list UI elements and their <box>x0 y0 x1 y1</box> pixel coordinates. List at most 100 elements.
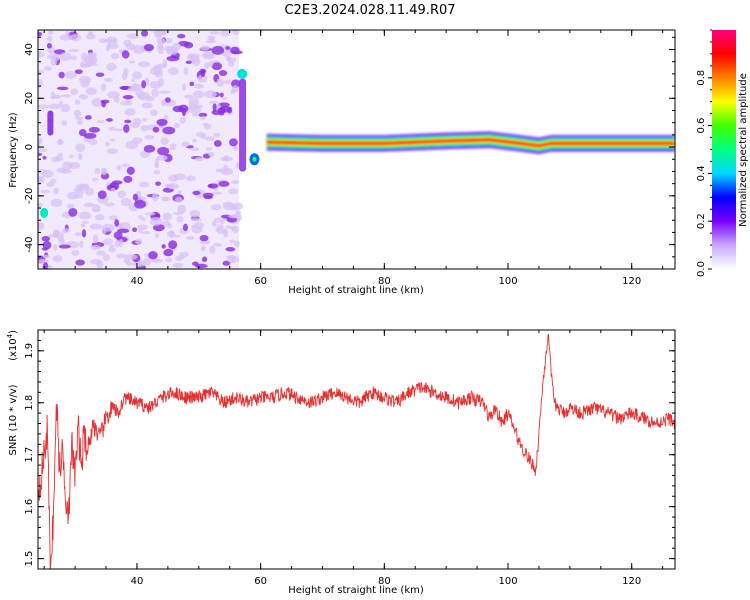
scatter-blob <box>126 87 139 92</box>
transition-band <box>239 78 247 172</box>
scatter-blob <box>213 217 224 223</box>
scatter-blob <box>121 163 130 168</box>
scatter-blob <box>96 119 105 124</box>
scatter-blob <box>201 256 208 263</box>
scatter-blob <box>137 61 151 68</box>
x-tick-label: 80 <box>378 576 391 587</box>
scatter-blob <box>227 106 233 114</box>
scatter-blob <box>59 34 72 41</box>
scatter-blob <box>192 261 199 266</box>
scatter-blob <box>235 210 242 215</box>
scatter-blob <box>223 202 236 211</box>
scatter-blob <box>192 112 199 117</box>
scatter-blob <box>135 88 145 98</box>
scatter-blob <box>228 214 240 219</box>
scatter-blob <box>83 202 95 208</box>
scatter-blob <box>149 81 162 89</box>
scatter-blob <box>64 71 77 79</box>
scatter-blob <box>61 120 68 126</box>
scatter-blob <box>158 90 171 94</box>
spectrogram-scatter-region <box>38 30 244 269</box>
scatter-blob <box>154 233 159 238</box>
scatter-blob <box>208 151 215 157</box>
scatter-blob <box>88 126 101 133</box>
scatter-blob <box>101 100 107 108</box>
scatter-blob <box>70 88 78 96</box>
scatter-blob <box>74 116 84 120</box>
y-tick-label: 20 <box>24 92 35 105</box>
scatter-blob <box>116 164 122 171</box>
scatter-blob <box>131 262 145 267</box>
scatter-blob <box>47 35 53 42</box>
scatter-blob <box>190 217 202 222</box>
scatter-blob <box>81 220 90 224</box>
scatter-blob <box>57 152 63 159</box>
x-tick-label: 60 <box>254 276 267 287</box>
scatter-blob <box>102 254 110 262</box>
scatter-blob <box>181 83 187 91</box>
scatter-blob <box>113 231 123 240</box>
scatter-blob <box>200 69 206 78</box>
scatter-blob <box>101 227 107 235</box>
scatter-blob <box>141 102 153 109</box>
scatter-blob <box>139 181 150 188</box>
scatter-blob <box>121 86 129 91</box>
scatter-blob <box>179 116 186 124</box>
scatter-blob <box>68 48 80 53</box>
scatter-blob <box>222 260 231 266</box>
scatter-blob <box>92 234 99 244</box>
scatter-blob <box>41 247 49 251</box>
scatter-blob <box>164 257 173 263</box>
scatter-blob <box>211 45 225 55</box>
scatter-blob <box>230 46 240 55</box>
scatter-blob <box>38 51 45 58</box>
scatter-blob <box>125 140 139 150</box>
scatter-blob <box>162 126 176 135</box>
scatter-blob <box>108 244 115 248</box>
scatter-blob <box>114 219 120 227</box>
snr-xlabel: Height of straight line (km) <box>288 585 424 596</box>
scatter-blob <box>68 154 74 159</box>
scatter-blob <box>149 216 163 226</box>
scatter-blob <box>221 96 228 100</box>
scatter-blob <box>69 34 82 42</box>
scatter-blob <box>106 148 119 154</box>
scatter-blob <box>89 223 103 230</box>
snr-ylabel: SNR (10 * v/v) <box>8 384 19 455</box>
scatter-blob <box>172 105 184 113</box>
scatter-blob <box>152 224 165 232</box>
scatter-blob <box>153 169 161 175</box>
svg-text:(x104): (x104) <box>6 330 19 361</box>
scatter-blob <box>115 239 121 248</box>
scatter-blob <box>58 244 71 249</box>
scatter-blob <box>144 212 156 216</box>
scatter-blob <box>101 83 107 92</box>
x-tick-label: 100 <box>498 576 517 587</box>
snr-multiplier-exp: 4 <box>6 333 14 338</box>
snr-multiplier-close: ) <box>8 330 19 334</box>
scatter-blob <box>213 242 222 247</box>
spectrogram-ylabel: Frequency (Hz) <box>8 112 19 188</box>
scatter-blob <box>38 70 45 74</box>
scatter-blob <box>161 220 171 227</box>
scatter-blob <box>153 64 162 73</box>
scatter-blob <box>60 103 71 113</box>
scatter-blob <box>165 37 173 44</box>
scatter-blob <box>50 178 57 183</box>
snr-series-line <box>38 333 675 569</box>
scatter-blob <box>154 158 160 167</box>
scatter-blob <box>141 217 146 222</box>
scatter-blob <box>38 136 43 145</box>
scatter-blob <box>216 224 224 229</box>
scatter-blob <box>111 180 123 185</box>
scatter-blob <box>117 228 130 234</box>
scatter-blob <box>77 119 83 126</box>
scatter-blob <box>218 70 228 76</box>
scatter-blob <box>181 141 190 148</box>
scatter-blob <box>204 90 217 99</box>
y-tick-label: 1.8 <box>24 395 35 411</box>
scatter-blob <box>137 229 143 233</box>
scatter-blob <box>58 71 65 79</box>
y-tick-label: 1.5 <box>24 551 35 567</box>
